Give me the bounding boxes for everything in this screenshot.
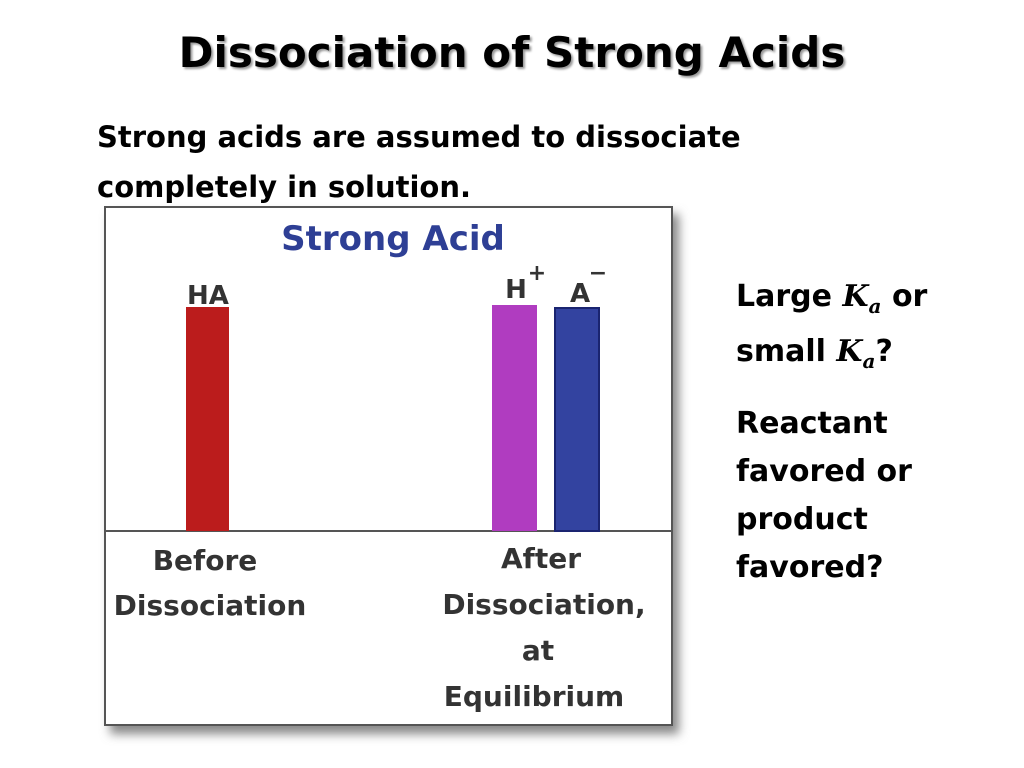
question-favored: Reactant favored or product favored? <box>736 400 912 592</box>
question-ka: Large Ka or small Ka? <box>736 274 927 384</box>
intro-line: completely in solution. <box>97 170 472 204</box>
after-label: at <box>522 634 554 667</box>
text: favored? <box>736 550 884 585</box>
before-label: Dissociation <box>114 589 307 622</box>
text: Reactant <box>736 406 888 441</box>
k-subscript: a <box>868 294 882 318</box>
after-label: After <box>501 542 581 575</box>
k-subscript: a <box>862 349 876 373</box>
label-a-charge: − <box>589 261 607 286</box>
figure-title: Strong Acid <box>281 219 505 259</box>
bar-a <box>554 307 600 532</box>
label-h: H <box>505 275 527 305</box>
text: favored or <box>736 454 912 489</box>
intro-text: Strong acids are assumed to dissociate c… <box>97 112 741 212</box>
text: Large <box>736 279 832 314</box>
k-symbol: K <box>842 279 869 314</box>
bar-h <box>492 305 537 531</box>
k-symbol: K <box>836 334 863 369</box>
text: or <box>891 279 928 314</box>
slide-title: Dissociation of Strong Acids <box>178 28 846 77</box>
before-label: Before <box>153 544 258 577</box>
after-label: Dissociation, <box>442 588 645 621</box>
bar-ha <box>186 307 229 531</box>
intro-line: Strong acids are assumed to dissociate <box>97 120 741 154</box>
text: small <box>736 334 826 369</box>
text: ? <box>875 334 893 369</box>
text: product <box>736 502 868 537</box>
label-h-charge: + <box>528 261 546 286</box>
label-a: A <box>570 279 590 309</box>
after-label: Equilibrium <box>444 680 624 713</box>
label-ha: HA <box>187 281 229 311</box>
